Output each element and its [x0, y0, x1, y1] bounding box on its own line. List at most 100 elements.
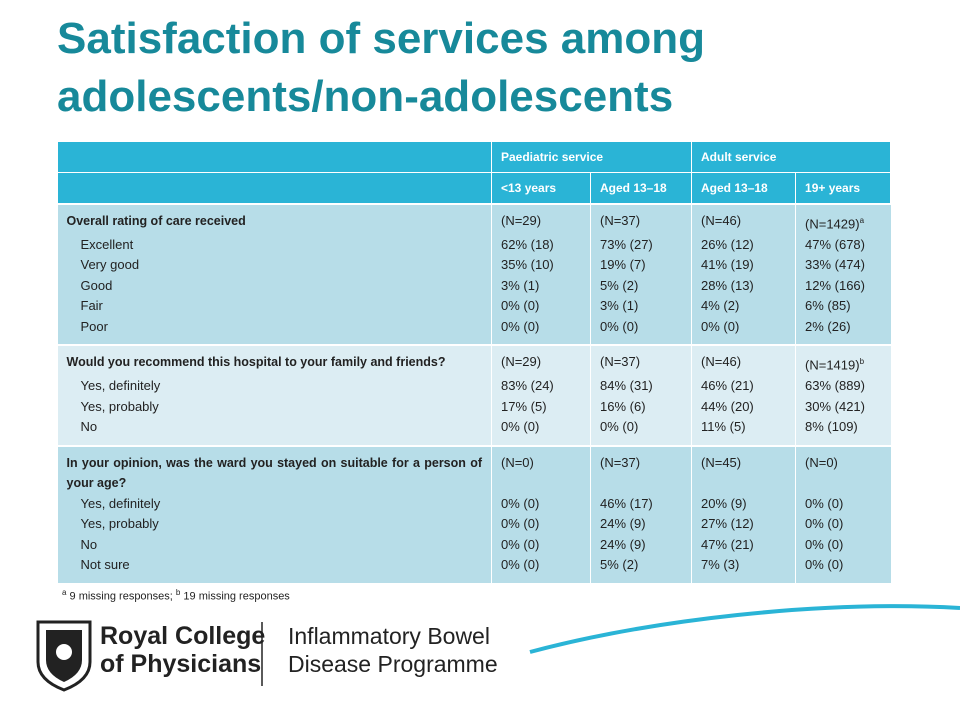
- sample-size-text: (N=37): [600, 213, 641, 228]
- header-row: Paediatric service Adult service: [57, 141, 892, 173]
- value-cell: 0% (0): [795, 534, 891, 556]
- option-row: Not sure 0% (0) 5% (2) 7% (3) 0% (0): [57, 555, 891, 583]
- value-cell: 0% (0): [691, 316, 796, 346]
- value-cell: 0% (0): [491, 555, 591, 583]
- group-header: Adult service: [691, 141, 892, 173]
- value-cell: 24% (9): [589, 534, 692, 556]
- column-header: <13 years: [491, 172, 591, 205]
- option-label: Not sure: [57, 555, 492, 583]
- logo-area: Royal College of Physicians Inflammatory…: [36, 604, 960, 692]
- sample-size: (N=46): [691, 203, 796, 235]
- value-cell: 0% (0): [491, 296, 591, 317]
- sample-size: (N=37): [589, 444, 692, 494]
- value-cell: 33% (474): [795, 255, 891, 276]
- value-cell: 63% (889): [795, 376, 891, 397]
- option-label: Yes, definitely: [57, 376, 492, 397]
- value-cell: 62% (18): [491, 234, 591, 256]
- sample-size-text: (N=45): [701, 454, 742, 470]
- option-label: Excellent: [57, 234, 492, 256]
- org-name: Royal College: [100, 622, 265, 650]
- footnote-marker: b: [175, 588, 181, 597]
- sample-size-text: (N=46): [701, 213, 742, 228]
- option-row: Yes, definitely 0% (0) 46% (17) 20% (9) 0% (…: [57, 493, 891, 515]
- option-row: Excellent 62% (18) 73% (27) 26% (12) 47% (67…: [57, 234, 891, 256]
- question-row: In your opinion, was the ward you stayed…: [57, 444, 891, 494]
- option-label: No: [57, 417, 492, 446]
- sample-size: (N=37): [589, 344, 692, 377]
- sample-size-text: (N=37): [600, 354, 641, 370]
- value-cell: 0% (0): [589, 316, 692, 346]
- value-cell: 0% (0): [795, 493, 891, 515]
- footnote-text: 19 missing responses: [183, 590, 290, 603]
- option-row: Very good 35% (10) 19% (7) 41% (19) 33% (474…: [57, 255, 891, 276]
- column-header: 19+ years: [795, 172, 892, 205]
- value-cell: 16% (6): [589, 396, 692, 418]
- sample-size-text: (N=37): [600, 454, 641, 470]
- option-label: No: [57, 534, 492, 556]
- option-label: Yes, probably: [57, 396, 492, 418]
- option-label: Yes, definitely: [57, 493, 492, 515]
- question: Would you recommend this hospital to you…: [57, 344, 492, 377]
- sample-size-text: (N=29): [501, 213, 542, 228]
- note-marker: b: [859, 357, 865, 367]
- sample-size: (N=29): [491, 203, 591, 235]
- value-cell: 8% (109): [795, 417, 891, 446]
- value-cell: 19% (7): [589, 255, 692, 276]
- option-label: Poor: [57, 316, 492, 346]
- header-cell: [57, 141, 492, 173]
- sample-size: (N=1419)b: [795, 344, 891, 377]
- sample-size-text: (N=46): [701, 354, 742, 370]
- swoosh: [529, 604, 960, 654]
- value-cell: 5% (2): [589, 555, 692, 583]
- value-cell: 12% (166): [795, 275, 891, 297]
- value-cell: 46% (21): [691, 376, 796, 397]
- value-cell: 3% (1): [491, 275, 591, 297]
- question-row: Overall rating of care received (N=29) (N=…: [57, 203, 891, 235]
- option-row: Yes, probably 17% (5) 16% (6) 44% (20) 30% (…: [57, 396, 891, 418]
- value-cell: 30% (421): [795, 396, 891, 418]
- option-row: No 0% (0) 24% (9) 47% (21) 0% (0): [57, 534, 891, 556]
- sample-size-text: (N=0): [501, 454, 534, 470]
- option-row: Fair 0% (0) 3% (1) 4% (2) 6% (85): [57, 296, 891, 317]
- sample-size-text: (N=1429): [805, 216, 860, 232]
- value-cell: 0% (0): [491, 514, 591, 535]
- sample-size: (N=37): [589, 203, 692, 235]
- value-cell: 35% (10): [491, 255, 591, 276]
- value-cell: 0% (0): [795, 555, 891, 583]
- option-row: Poor 0% (0) 0% (0) 0% (0) 2% (26): [57, 316, 891, 346]
- value-cell: 24% (9): [589, 514, 692, 535]
- option-label: Good: [57, 275, 492, 297]
- footnote-text: 9 missing responses;: [69, 590, 173, 603]
- sample-size-text: (N=0): [805, 454, 838, 470]
- value-cell: 0% (0): [491, 534, 591, 556]
- option-row: Good 3% (1) 5% (2) 28% (13) 12% (166): [57, 275, 891, 297]
- programme-name: Disease Programme: [288, 651, 498, 677]
- option-row: Yes, probably 0% (0) 24% (9) 27% (12) 0% (0): [57, 514, 891, 535]
- value-cell: 0% (0): [491, 417, 591, 446]
- results-table: Paediatric service Adult service <13 years…: [57, 141, 892, 583]
- value-cell: 84% (31): [589, 376, 692, 397]
- value-cell: 0% (0): [589, 417, 692, 446]
- sample-size-text: (N=1419): [805, 357, 860, 373]
- question: Overall rating of care received: [57, 203, 492, 235]
- sample-size-text: (N=29): [501, 354, 542, 370]
- value-cell: 44% (20): [691, 396, 796, 418]
- value-cell: 20% (9): [691, 493, 796, 515]
- sample-size: (N=0): [491, 444, 591, 494]
- question: In your opinion, was the ward you stayed…: [57, 444, 492, 494]
- value-cell: 0% (0): [795, 514, 891, 535]
- crest-emblem: [56, 644, 72, 660]
- value-cell: 0% (0): [491, 316, 591, 346]
- option-row: Yes, definitely 83% (24) 84% (31) 46% (21) 6…: [57, 376, 891, 397]
- org-name: of Physicians: [100, 650, 261, 678]
- value-cell: 11% (5): [691, 417, 796, 446]
- column-header: Aged 13–18: [691, 172, 797, 205]
- option-row: No 0% (0) 0% (0) 11% (5) 8% (109): [57, 417, 891, 446]
- sample-size: (N=46): [691, 344, 796, 377]
- header-cell: [57, 172, 492, 205]
- sample-size: (N=1429)a: [795, 203, 891, 235]
- value-cell: 83% (24): [491, 376, 591, 397]
- value-cell: 6% (85): [795, 296, 891, 317]
- value-cell: 7% (3): [691, 555, 796, 583]
